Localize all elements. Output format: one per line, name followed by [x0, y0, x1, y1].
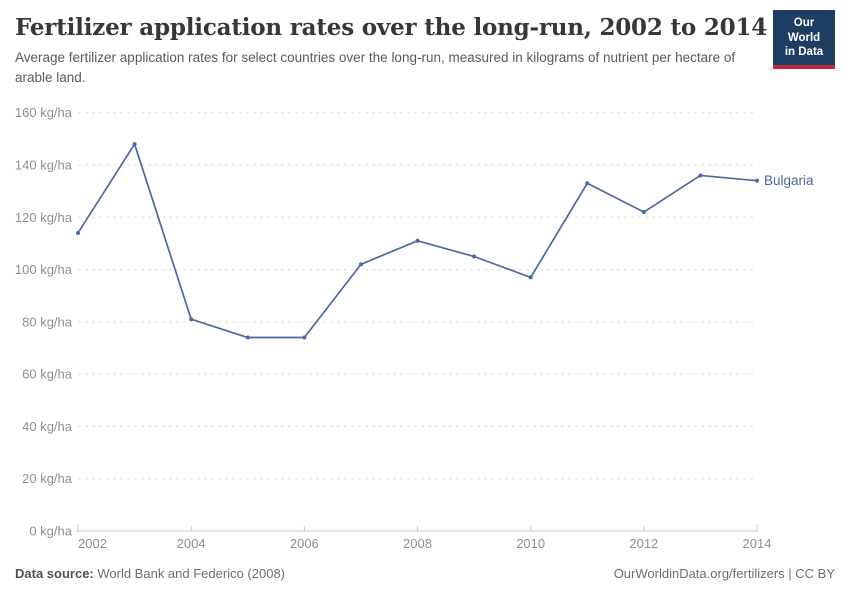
data-point-bulgaria-2003	[132, 142, 137, 147]
x-axis-tick-label: 2002	[78, 536, 107, 551]
x-axis-tick-label: 2008	[403, 536, 432, 551]
x-axis-tick-label: 2014	[743, 536, 772, 551]
data-point-bulgaria-2008	[415, 238, 420, 243]
data-point-bulgaria-2011	[585, 181, 590, 186]
y-axis-tick-label: 160 kg/ha	[15, 105, 73, 120]
owid-logo[interactable]: Our World in Data	[773, 10, 835, 70]
x-axis-tick-label: 2010	[516, 536, 545, 551]
line-chart-plot[interactable]: 0 kg/ha 20 kg/ha 40 kg/ha 60 kg/ha 80 kg/ha 1…	[0, 95, 850, 560]
x-axis-tick-label: 2004	[177, 536, 206, 551]
y-axis-tick-label: 140 kg/ha	[15, 157, 73, 172]
y-axis-tick-label: 20 kg/ha	[22, 471, 73, 486]
y-axis-tick-label: 40 kg/ha	[22, 419, 73, 434]
y-axis-tick-label: 100 kg/ha	[15, 262, 73, 277]
y-axis-tick-label: 120 kg/ha	[15, 210, 73, 225]
data-point-bulgaria-2013	[698, 173, 703, 178]
data-point-bulgaria-2012	[641, 210, 646, 215]
y-axis-tick-label: 60 kg/ha	[22, 367, 73, 382]
data-source: Data source: World Bank and Federico (20…	[15, 566, 285, 581]
series-label-bulgaria[interactable]: Bulgaria	[764, 173, 814, 188]
chart-title: Fertilizer application rates over the lo…	[15, 14, 768, 41]
data-point-bulgaria-2007	[358, 262, 363, 267]
data-point-bulgaria-2014	[755, 178, 759, 183]
data-point-bulgaria-2002	[76, 230, 80, 235]
data-point-bulgaria-2009	[472, 254, 477, 259]
chart-footer: Data source: World Bank and Federico (20…	[15, 566, 835, 581]
chart-subtitle: Average fertilizer application rates for…	[15, 50, 736, 86]
x-axis-tick-label: 2012	[629, 536, 658, 551]
y-axis-tick-label: 0 kg/ha	[29, 524, 72, 539]
data-point-bulgaria-2006	[302, 335, 307, 340]
chart-header: Fertilizer application rates over the lo…	[15, 14, 775, 89]
y-axis-tick-label: 80 kg/ha	[22, 314, 73, 329]
data-source-value: World Bank and Federico (2008)	[93, 566, 285, 581]
x-axis-tick-label: 2006	[290, 536, 319, 551]
data-point-bulgaria-2010	[528, 275, 533, 280]
data-source-label: Data source:	[15, 566, 94, 581]
owid-logo-line2: in Data	[784, 46, 824, 59]
data-point-bulgaria-2004	[189, 317, 194, 322]
data-point-bulgaria-2005	[245, 335, 250, 340]
owid-logo-line1: Our World	[787, 17, 821, 44]
chart-svg: 0 kg/ha 20 kg/ha 40 kg/ha 60 kg/ha 80 kg/ha 1…	[15, 105, 814, 551]
credit-link[interactable]: OurWorldinData.org/fertilizers | CC BY	[613, 566, 835, 581]
